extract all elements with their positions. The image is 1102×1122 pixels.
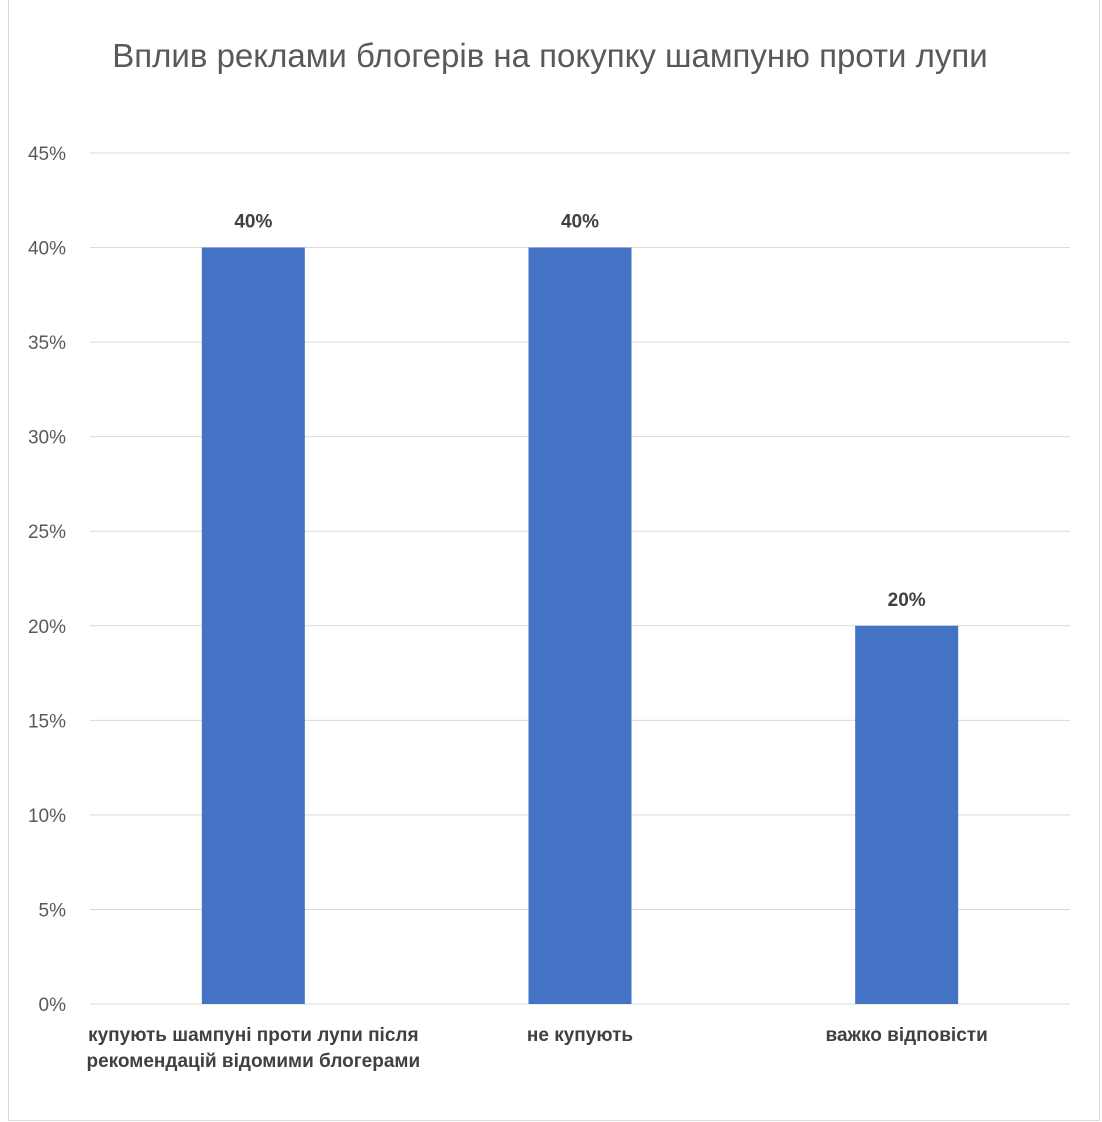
data-label: 40%: [234, 212, 272, 233]
bar: [528, 247, 632, 1005]
y-tick-label: 15%: [28, 711, 66, 732]
y-tick-label: 25%: [28, 522, 66, 543]
y-tick-label: 35%: [28, 333, 66, 354]
y-tick-label: 10%: [28, 806, 66, 827]
bars: [201, 247, 959, 1005]
y-tick-label: 0%: [39, 995, 67, 1016]
y-tick-label: 40%: [28, 239, 66, 260]
data-labels: 40% 40% 20%: [234, 212, 925, 611]
bar: [201, 247, 305, 1005]
x-category-label: не купують: [526, 1025, 634, 1046]
y-tick-label: 30%: [28, 428, 66, 449]
x-category-label: важко відповісти: [825, 1025, 988, 1046]
y-axis-ticks: 0% 5% 10% 15% 20% 25% 30% 35% 40% 45%: [28, 144, 66, 1016]
chart-title: Вплив реклами блогерів на покупку шампун…: [112, 37, 988, 74]
data-label: 40%: [561, 212, 599, 233]
bar: [855, 625, 959, 1004]
x-category-label: купують шампуні проти лупи після рекомен…: [86, 1025, 421, 1072]
y-tick-label: 5%: [39, 900, 67, 921]
y-tick-label: 20%: [28, 617, 66, 638]
y-tick-label: 45%: [28, 144, 66, 165]
data-label: 20%: [888, 590, 926, 611]
